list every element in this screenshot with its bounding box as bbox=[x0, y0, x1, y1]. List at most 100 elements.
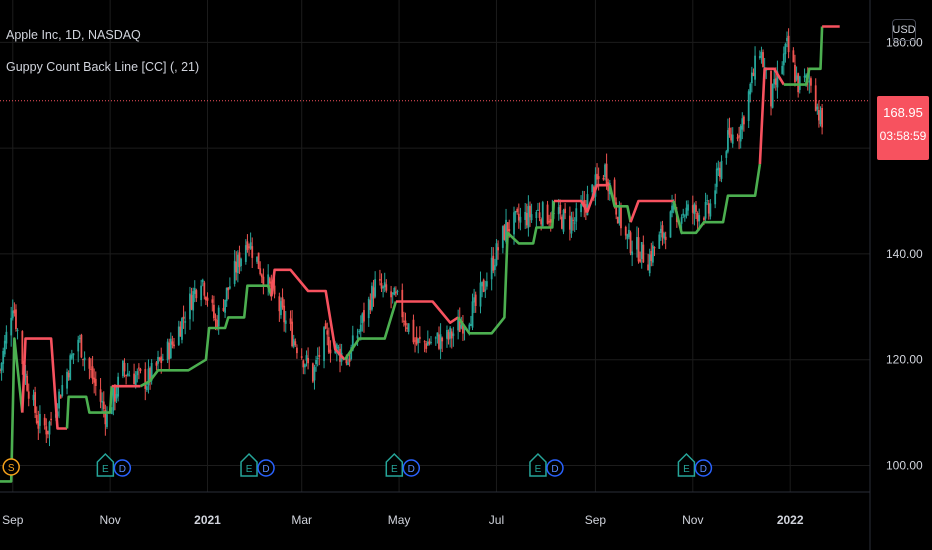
candle-body bbox=[495, 243, 498, 266]
dividend-badge-icon[interactable] bbox=[402, 459, 421, 477]
earnings-badge-icon[interactable] bbox=[96, 452, 115, 477]
x-tick-label[interactable]: Nov bbox=[682, 513, 703, 527]
x-tick-label[interactable]: Jul bbox=[489, 513, 504, 527]
candle-body bbox=[462, 323, 464, 334]
candle-body bbox=[471, 301, 474, 328]
candle-body bbox=[493, 265, 496, 270]
candle-body bbox=[642, 244, 645, 263]
candle-body bbox=[168, 342, 171, 360]
candle-body bbox=[166, 341, 169, 361]
candle-body bbox=[415, 337, 418, 345]
candle-body bbox=[557, 207, 560, 215]
x-tick-label[interactable]: Nov bbox=[99, 513, 120, 527]
candle-body bbox=[34, 392, 37, 413]
candle-body bbox=[104, 410, 107, 425]
x-tick-label[interactable]: Mar bbox=[291, 513, 312, 527]
candle-body bbox=[316, 357, 319, 359]
cbl-segment-down bbox=[758, 67, 785, 165]
candle-body bbox=[425, 343, 428, 349]
candle-body bbox=[615, 202, 618, 215]
candle-body bbox=[540, 219, 543, 225]
candle-body bbox=[24, 373, 27, 378]
candle-body bbox=[428, 341, 431, 344]
candle-body bbox=[596, 173, 598, 180]
indicator-legend[interactable]: Guppy Count Back Line [CC] (, 21) bbox=[6, 60, 200, 74]
symbol-legend[interactable]: Apple Inc, 1D, NASDAQ bbox=[6, 28, 141, 42]
candle-body bbox=[758, 56, 761, 58]
candle-body bbox=[808, 80, 811, 83]
candle-body bbox=[741, 118, 744, 130]
candle-body bbox=[664, 236, 667, 240]
candle-body bbox=[537, 209, 539, 211]
dividend-badge-icon[interactable] bbox=[257, 459, 275, 477]
candle-body bbox=[639, 259, 642, 262]
candle-body bbox=[93, 377, 96, 383]
candle-body bbox=[70, 354, 73, 359]
candle-body bbox=[446, 329, 448, 339]
x-tick-label[interactable]: 2021 bbox=[194, 513, 221, 527]
candle-body bbox=[661, 225, 664, 238]
candle-body bbox=[235, 261, 238, 273]
dividend-badge-label: D bbox=[700, 464, 707, 475]
candle-body bbox=[561, 216, 563, 229]
candle-body bbox=[136, 371, 139, 376]
x-axis-ticks[interactable]: Sep Nov 2021 Mar May Jul Sep Nov 2022 bbox=[2, 513, 804, 527]
y-tick-label[interactable]: 120.00 bbox=[886, 353, 923, 367]
candle-body bbox=[404, 320, 407, 326]
candle-body bbox=[61, 385, 64, 396]
candle-body bbox=[256, 256, 258, 262]
candle-body bbox=[798, 76, 801, 90]
candle-body bbox=[568, 215, 571, 230]
candle-body bbox=[805, 74, 808, 78]
x-tick-label[interactable]: 2022 bbox=[777, 513, 804, 527]
cbl-segment-up bbox=[608, 184, 632, 223]
candle-body bbox=[246, 241, 249, 250]
dividend-badge-icon[interactable] bbox=[694, 459, 713, 477]
y-tick-label[interactable]: 140.00 bbox=[886, 247, 923, 261]
candle-body bbox=[385, 284, 388, 291]
candle-body bbox=[792, 50, 795, 63]
candle-body bbox=[516, 209, 519, 212]
candle-body bbox=[530, 214, 533, 221]
x-tick-label[interactable]: May bbox=[388, 513, 411, 527]
candle-body bbox=[438, 334, 440, 349]
candle-body bbox=[636, 237, 638, 250]
dividend-badge-icon[interactable] bbox=[546, 459, 564, 477]
earnings-badge-icon[interactable] bbox=[385, 452, 404, 477]
currency-button[interactable]: USD bbox=[892, 19, 916, 41]
candle-body bbox=[177, 326, 180, 345]
candle-body bbox=[474, 294, 477, 306]
x-tick-label[interactable]: Sep bbox=[585, 513, 607, 527]
dividend-badge-label: D bbox=[119, 464, 126, 475]
candle-body bbox=[750, 72, 753, 84]
candle-body bbox=[181, 318, 183, 340]
candle-body bbox=[228, 286, 231, 289]
dividend-badge-icon[interactable] bbox=[113, 459, 132, 477]
x-tick-label[interactable]: Sep bbox=[2, 513, 24, 527]
candle-body bbox=[189, 293, 191, 320]
candle-body bbox=[414, 340, 416, 342]
candle-body bbox=[786, 37, 788, 42]
earnings-badge-icon[interactable] bbox=[240, 452, 258, 477]
candle-body bbox=[535, 212, 538, 218]
earnings-badge-label: E bbox=[391, 464, 398, 475]
candle-body bbox=[406, 327, 408, 330]
candle-body bbox=[452, 333, 455, 336]
candle-body bbox=[69, 355, 72, 381]
candle-body bbox=[447, 332, 450, 340]
split-badge-icon[interactable] bbox=[2, 458, 20, 476]
candle-body bbox=[695, 205, 697, 212]
y-tick-label[interactable]: 100.00 bbox=[886, 459, 923, 473]
candle-body bbox=[137, 367, 140, 369]
candle-body bbox=[659, 228, 662, 234]
candle-body bbox=[335, 344, 338, 352]
earnings-badge-icon[interactable] bbox=[677, 452, 696, 477]
candle-body bbox=[696, 213, 699, 222]
candle-body bbox=[106, 414, 108, 427]
candle-body bbox=[291, 321, 294, 347]
earnings-badge-icon[interactable] bbox=[529, 452, 547, 477]
candle-body bbox=[114, 386, 116, 402]
candle-body bbox=[492, 255, 495, 271]
